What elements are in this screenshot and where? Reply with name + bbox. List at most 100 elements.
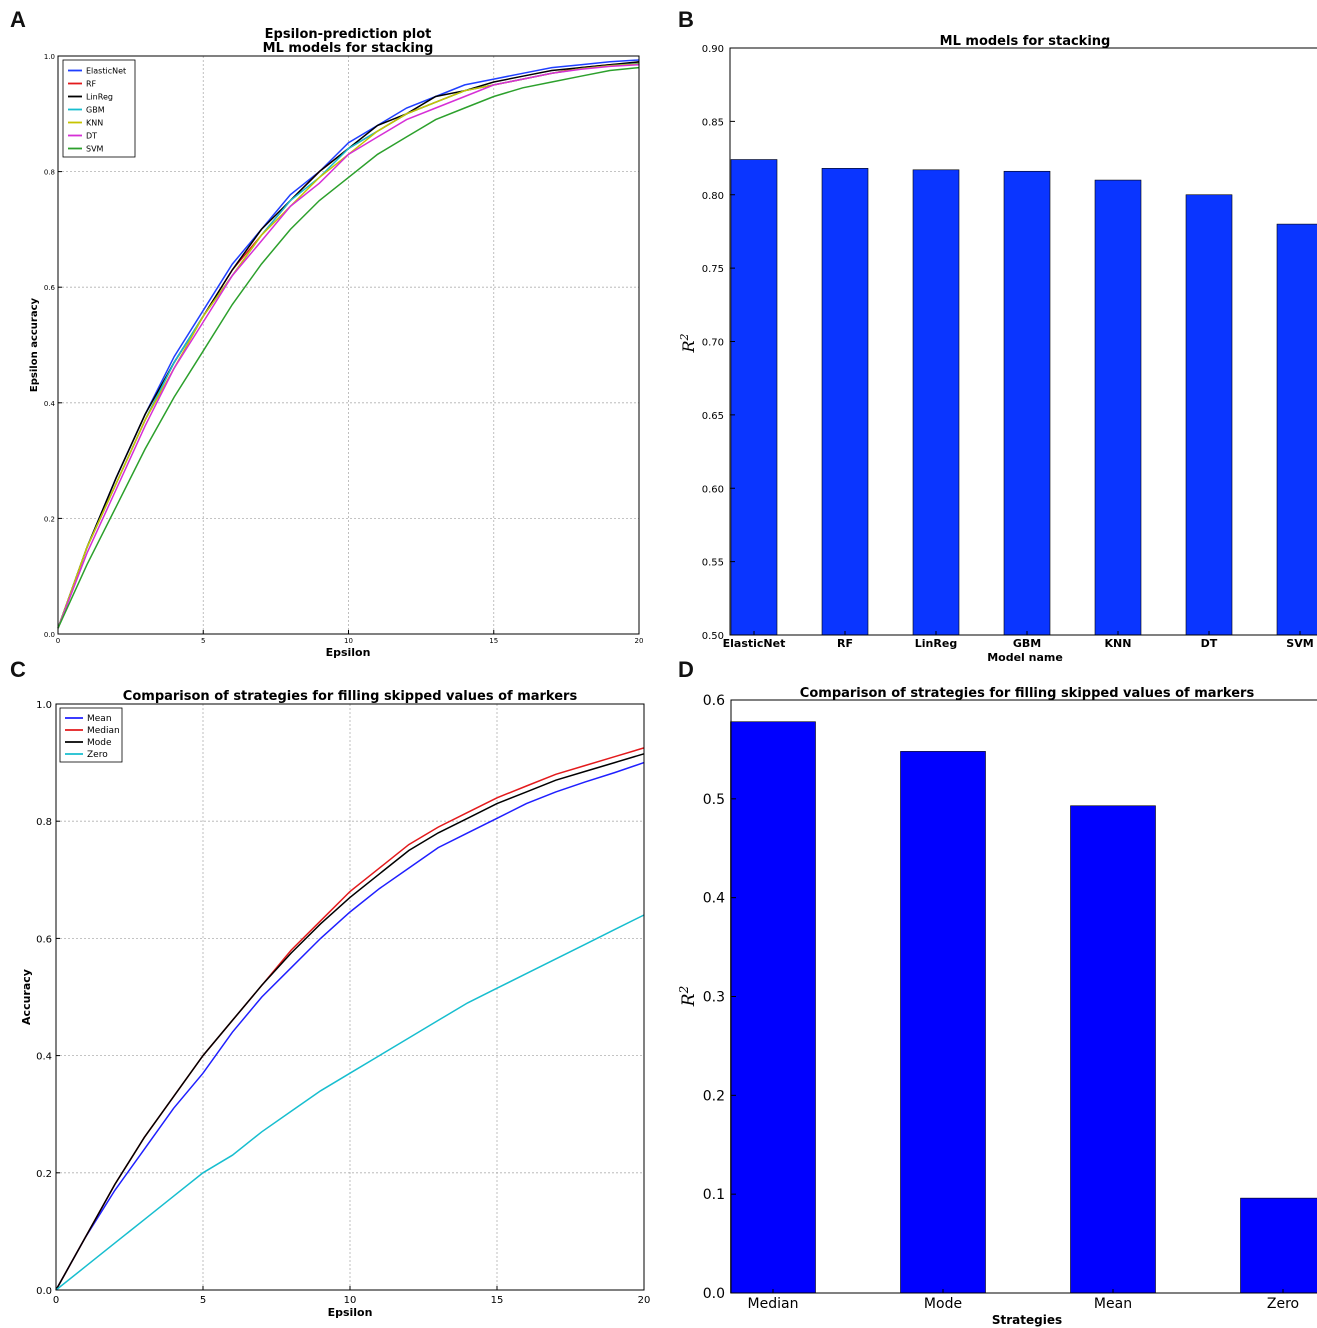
legend-label: RF	[86, 80, 97, 89]
chart-a-title: Epsilon-prediction plot	[265, 27, 432, 42]
y-tick-label: 0.60	[702, 484, 724, 495]
x-tick-label: GBM	[1013, 637, 1041, 650]
x-tick-label: 15	[489, 637, 498, 645]
y-tick-label: 0.1	[703, 1187, 725, 1203]
chart-a-lines	[57, 59, 640, 629]
y-tick-label: 1.0	[36, 700, 52, 711]
legend-label: Mode	[87, 738, 112, 748]
legend-label: ElasticNet	[86, 67, 126, 76]
chart-c-title: Comparison of strategies for filling ski…	[123, 689, 578, 704]
chart-d-y-label: R2	[677, 986, 699, 1007]
chart-a-subtitle: ML models for stacking	[263, 41, 434, 56]
chart-c-x-ticks: 0 5 10 15 20	[53, 1286, 651, 1306]
chart-b-y-ticks: 0.50 0.55 0.60 0.65 0.70 0.75 0.80 0.85 0.90	[702, 44, 735, 642]
panel-letter-c: C	[10, 657, 26, 682]
y-tick-label: 0.75	[702, 264, 724, 275]
chart-c-lines	[55, 747, 645, 1291]
x-tick-label: 10	[344, 1295, 357, 1306]
y-tick-label: 0.80	[702, 191, 724, 202]
chart-b-y-label: R2	[678, 333, 698, 353]
bar-dt	[1185, 194, 1233, 636]
y-tick-label: 0.6	[703, 693, 725, 709]
legend-label: GBM	[86, 106, 105, 115]
x-tick-label: 5	[200, 1295, 206, 1306]
x-tick-label: KNN	[1105, 637, 1132, 650]
y-tick-label: 0.85	[702, 117, 724, 128]
x-tick-label: DT	[1201, 637, 1218, 650]
chart-a-x-label: Epsilon	[326, 646, 371, 659]
panel-letter-d: D	[678, 657, 694, 682]
y-tick-label: 0.2	[703, 1088, 725, 1104]
x-tick-label: 20	[635, 637, 644, 645]
x-tick-label: 10	[344, 637, 353, 645]
y-tick-label: 0.2	[44, 515, 55, 523]
legend-box	[62, 59, 136, 158]
chart-d-x-label: Strategies	[992, 1313, 1062, 1327]
legend-label: Median	[87, 726, 120, 736]
x-tick-label: Mean	[1094, 1296, 1132, 1312]
chart-b-x-ticks: ElasticNet RF LinReg GBM KNN DT SVM	[723, 631, 1314, 650]
bar-zero	[1240, 1197, 1317, 1294]
legend-label: Mean	[87, 714, 112, 724]
x-tick-label: Median	[748, 1296, 799, 1312]
panel-letter-b: B	[678, 7, 694, 32]
x-tick-label: Zero	[1267, 1296, 1299, 1312]
y-tick-label: 1.0	[44, 53, 55, 61]
legend-label: KNN	[86, 119, 103, 128]
bar-mode	[900, 751, 986, 1294]
x-tick-label: 5	[201, 637, 205, 645]
y-tick-label: 0.50	[702, 631, 724, 642]
y-tick-label: 0.2	[36, 1169, 52, 1180]
panel-letter-a: A	[10, 7, 26, 32]
y-tick-label: 0.65	[702, 411, 724, 422]
bar-gbm	[1003, 170, 1051, 636]
bar-rf	[821, 168, 869, 636]
chart-d-bars	[730, 721, 1317, 1294]
bar-linreg	[912, 169, 960, 636]
chart-b-bars	[730, 159, 1317, 636]
y-tick-label: 0.90	[702, 44, 724, 55]
chart-a-legend: ElasticNet RF LinReg GBM KNN DT SVM	[62, 59, 136, 158]
y-tick-label: 0.70	[702, 338, 724, 349]
chart-c-x-label: Epsilon	[328, 1306, 373, 1319]
chart-d-y-ticks: 0.0 0.1 0.2 0.3 0.4 0.5 0.6	[703, 693, 736, 1302]
chart-a-y-label: Epsilon accuracy	[29, 297, 40, 392]
y-tick-label: 0.8	[36, 817, 52, 828]
y-tick-label: 0.4	[44, 400, 56, 408]
series-line-svm	[57, 66, 640, 629]
y-tick-label: 0.4	[703, 891, 725, 907]
y-tick-label: 0.0	[36, 1286, 52, 1297]
x-tick-label: SVM	[1286, 637, 1313, 650]
bar-median	[730, 721, 816, 1294]
chart-a-x-ticks: 0 5 10 15 20	[56, 630, 644, 645]
x-tick-label: ElasticNet	[723, 637, 786, 650]
y-tick-label: 0.0	[703, 1286, 725, 1302]
x-tick-label: 20	[638, 1295, 651, 1306]
chart-d-strategies-bar: Comparison of strategies for filling ski…	[677, 686, 1317, 1327]
series-line-dt	[57, 63, 640, 629]
y-tick-label: 0.4	[36, 1052, 52, 1063]
y-tick-label: 0.5	[703, 792, 725, 808]
bar-svm	[1276, 223, 1317, 636]
y-tick-label: 0.55	[702, 558, 724, 569]
legend-box	[59, 707, 123, 763]
chart-c-y-ticks: 0.0 0.2 0.4 0.6 0.8 1.0	[36, 700, 60, 1297]
chart-a-epsilon-prediction: Epsilon-prediction plot ML models for st…	[29, 27, 643, 659]
chart-b-x-label: Model name	[987, 651, 1063, 664]
series-line-zero	[55, 914, 645, 1291]
series-line-mean	[55, 761, 645, 1291]
chart-c-strategies-lines: Comparison of strategies for filling ski…	[20, 689, 650, 1319]
bar-elasticnet	[730, 159, 778, 636]
x-tick-label: 0	[53, 1295, 59, 1306]
chart-b-title: ML models for stacking	[940, 34, 1111, 49]
series-line-mode	[55, 753, 645, 1291]
y-tick-label: 0.6	[44, 284, 56, 292]
chart-c-grid	[56, 704, 644, 1290]
legend-label: SVM	[86, 145, 104, 154]
chart-a-y-ticks: 0.0 0.2 0.4 0.6 0.8 1.0	[44, 53, 62, 639]
x-tick-label: RF	[837, 637, 853, 650]
bar-knn	[1094, 179, 1142, 636]
chart-b-ml-models-bar: ML models for stacking ElasticNet RF LinRe…	[678, 34, 1317, 664]
chart-d-title: Comparison of strategies for filling ski…	[800, 686, 1255, 701]
